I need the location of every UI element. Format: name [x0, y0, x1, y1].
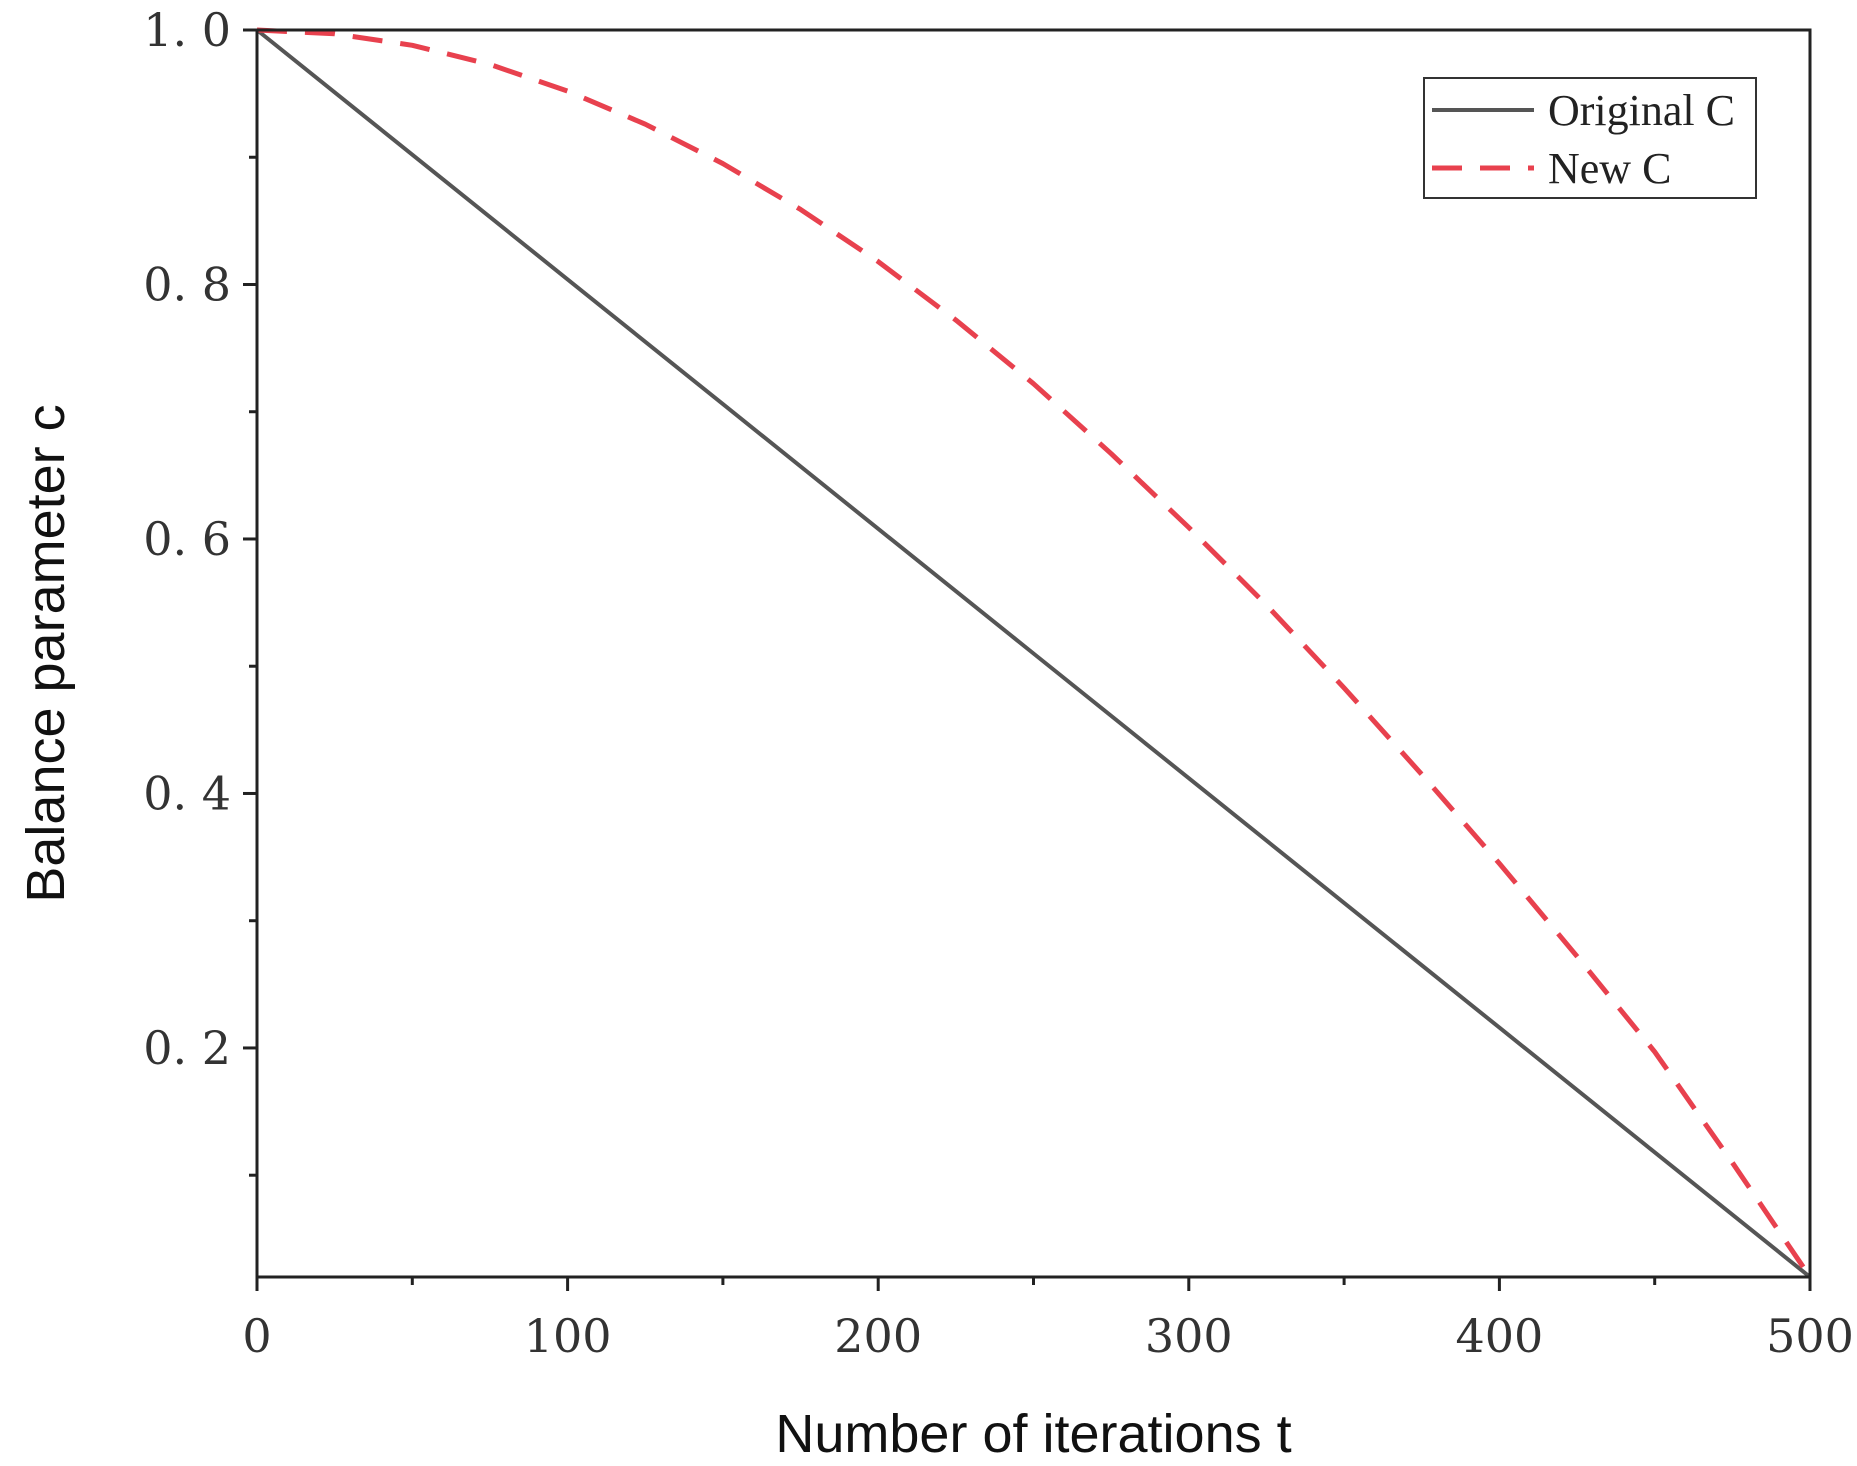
x-axis-title: Number of iterations t	[775, 1404, 1291, 1464]
x-tick-label: 300	[1145, 1309, 1233, 1363]
series-line-original-c	[255, 28, 1812, 1279]
x-tick-label: 200	[834, 1309, 922, 1363]
ticks-layer: 0 100 200 300 400 500 0. 2 0. 4 0. 6 0. 8 1. 0	[143, 3, 1854, 1363]
x-tick-label: 100	[524, 1309, 612, 1363]
y-tick-label: 0. 2	[143, 1021, 231, 1075]
series-line-new-c	[256, 27, 1813, 1279]
legend-label-original-c: Original C	[1548, 86, 1735, 135]
y-tick-label: 0. 8	[143, 257, 231, 311]
legend-box	[1423, 77, 1757, 199]
y-tick-label: 0. 6	[143, 512, 231, 566]
y-axis-title: Balance parameter c	[16, 404, 76, 902]
x-tick-label: 500	[1766, 1309, 1854, 1363]
legend: Original C New C	[1423, 77, 1757, 199]
x-tick-label: 0	[242, 1309, 271, 1363]
x-tick-label: 400	[1455, 1309, 1543, 1363]
legend-label-new-c: New C	[1548, 144, 1671, 193]
series-layer	[255, 27, 1813, 1279]
y-tick-label: 0. 4	[143, 766, 231, 820]
y-tick-label: 1. 0	[143, 3, 231, 57]
